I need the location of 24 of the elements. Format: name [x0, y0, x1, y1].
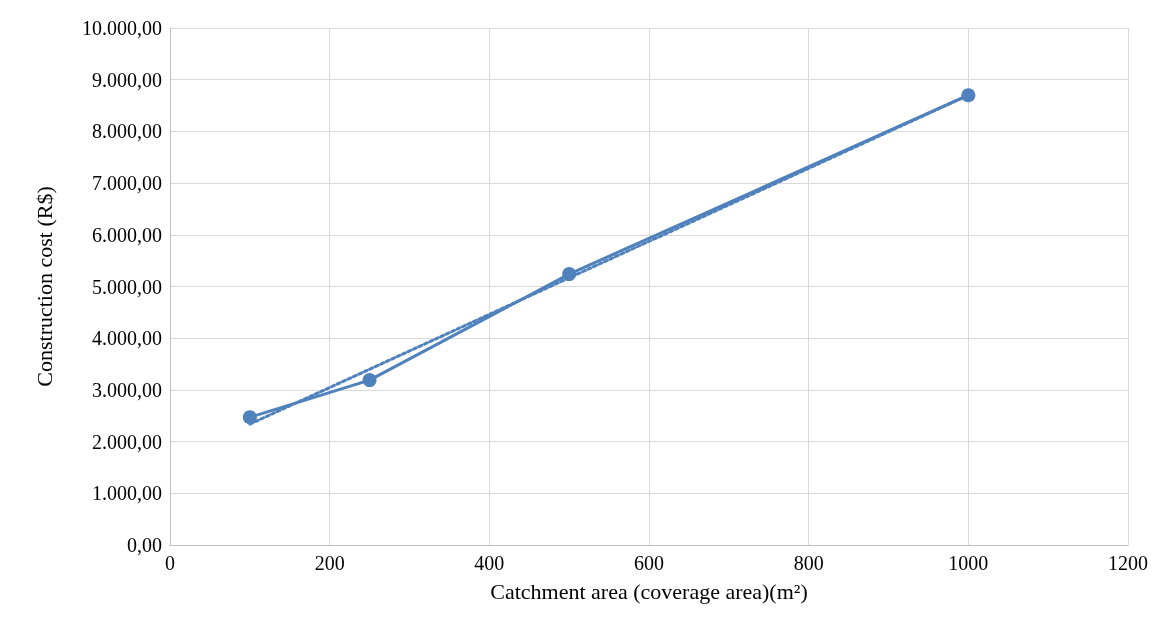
y-tick-label: 8.000,00 — [92, 120, 162, 143]
y-tick-label: 7.000,00 — [92, 172, 162, 195]
point — [242, 410, 257, 425]
y-tick-label: 9.000,00 — [92, 68, 162, 91]
y-tick-label: 4.000,00 — [92, 327, 162, 350]
y-tick-label: 3.000,00 — [92, 378, 162, 401]
y-tick-label: 0,00 — [127, 534, 162, 556]
x-tick-label: 800 — [793, 552, 824, 574]
x-tick-label: 1200 — [1108, 552, 1148, 574]
x-tick-label: 1000 — [948, 552, 989, 574]
x-axis-title: Catchment area (coverage area)(m²) — [490, 578, 808, 604]
y-tick-label: 1.000,00 — [92, 482, 162, 505]
point — [961, 88, 976, 103]
y-axis-title: Construction cost (R$) — [31, 186, 57, 387]
y-tick-label: 5.000,00 — [92, 275, 162, 298]
point — [562, 267, 577, 282]
point — [362, 373, 377, 388]
y-tick-label: 6.000,00 — [92, 223, 162, 246]
x-tick-label: 0 — [165, 552, 175, 574]
x-tick-label: 200 — [314, 552, 345, 574]
x-tick-label: 400 — [474, 552, 505, 574]
x-tick-label: 600 — [634, 552, 664, 574]
y-tick-label: 10.000,00 — [82, 17, 162, 39]
y-tick-label: 2.000,00 — [92, 430, 162, 453]
